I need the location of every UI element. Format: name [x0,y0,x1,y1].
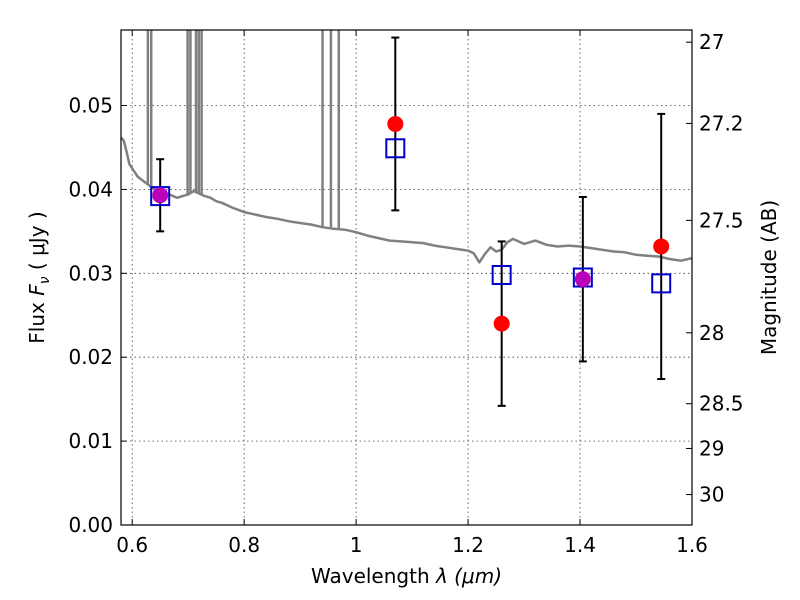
y2-tick-label: 27 [699,30,724,54]
y2-tick-label: 28.5 [699,392,744,416]
y2-tick-label: 27.5 [699,208,744,232]
x-tick-label: 1.6 [676,533,708,557]
observed-point [387,115,404,132]
x-tick-label: 0.8 [228,533,260,557]
tick-labels: 0.6 0.8 1 1.2 1.4 1.6 0.00 0.01 0.02 0.03 0.04 0.05… [68,30,743,557]
observed-point [493,315,510,332]
y-tick-label: 0.03 [68,261,113,285]
y-axis-label: Flux Fν ( μJy ) [25,211,53,343]
ticks [121,30,693,526]
observed-point [152,187,169,204]
y-tick-label: 0.00 [68,513,113,537]
model-photometry-points [150,138,672,294]
y-tick-label: 0.02 [68,345,113,369]
plot-frame [120,29,693,526]
x-axis-label: Wavelength λ (μm) [311,564,502,588]
model-spectrum [120,30,693,264]
x-tick-label: 1.4 [564,533,596,557]
model-photometry-square [150,186,171,207]
y2-tick-label: 30 [699,483,724,507]
model-photometry-square [385,138,406,159]
observed-point [574,271,591,288]
model-photometry-square [651,273,672,294]
x-tick-label: 1 [350,533,363,557]
y2-tick-label: 27.2 [699,111,744,135]
y-tick-label: 0.01 [68,429,113,453]
error-bars [156,36,666,407]
x-tick-label: 0.6 [116,533,148,557]
x-tick-label: 1.2 [452,533,484,557]
spectrum-line [120,136,693,264]
grid [121,30,693,526]
y2-tick-label: 28 [699,321,724,345]
model-photometry-square [491,264,512,285]
observed-point [653,238,670,255]
y-tick-label: 0.05 [68,94,113,118]
observed-points [152,115,670,332]
y-tick-label: 0.04 [68,177,113,201]
y2-axis-label: Magnitude (AB) [757,200,781,355]
y2-tick-label: 29 [699,436,724,460]
